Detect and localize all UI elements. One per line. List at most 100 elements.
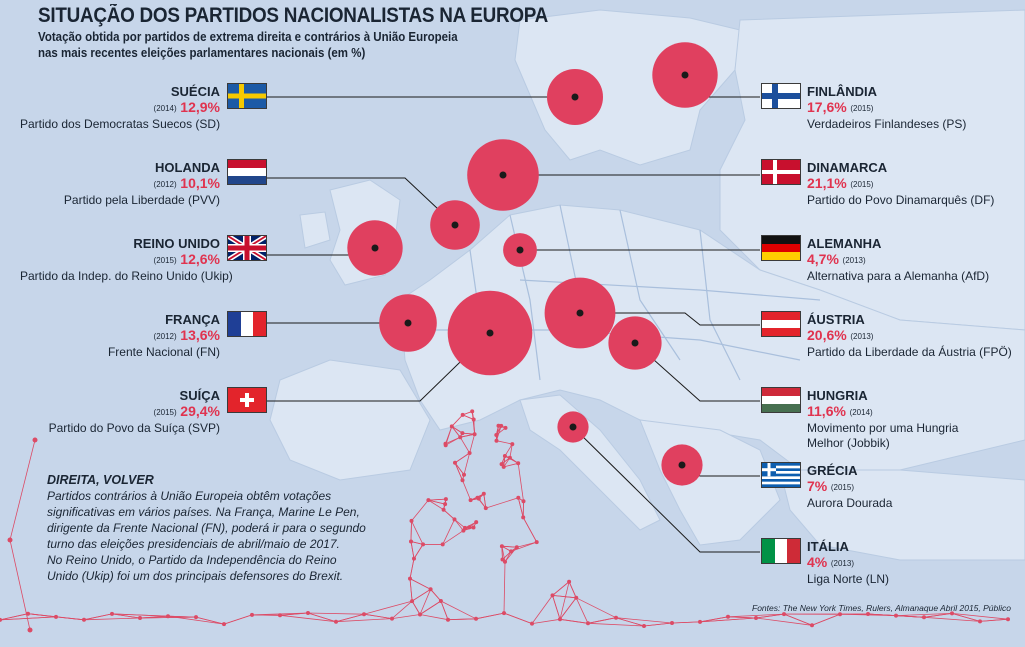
election-year: (2012) [153,332,177,341]
bubble-center-dot [569,423,577,431]
value-line: 4% (2013) [807,554,1022,572]
note-line: Partidos contrários à União Europeia obt… [47,489,332,503]
country-label-hungary: HUNGRIA 11,6% (2014) Movimento por uma Hun… [807,388,1022,451]
italy-flag-icon [761,538,801,564]
note-line: Unido (Ukip) foi um dos principais defen… [47,569,344,583]
country-name: FINLÂNDIA [807,84,878,99]
country-name: DINAMARCA [807,160,888,175]
election-year: (2013) [842,256,866,265]
election-year: (2014) [849,408,873,417]
country-label-austria: ÁUSTRIA 20,6% (2013) Partido da Liberdade … [807,312,1022,360]
vote-share: 11,6% [807,403,846,419]
country-name: HOLANDA [155,160,220,175]
country-name: FRANÇA [165,312,220,327]
value-line: (2015) 29,4% [20,403,220,421]
connector-line [580,312,760,326]
vote-share: 13,6% [180,327,220,343]
value-line: (2015) 12,6% [20,251,220,269]
value-line: 7% (2015) [807,478,1022,496]
bubble-center-dot [371,244,379,252]
country-name: HUNGRIA [807,388,868,403]
country-label-denmark: DINAMARCA 21,1% (2015) Partido do Povo Din… [807,160,1022,208]
value-line: (2014) 12,9% [20,99,220,117]
party-name: Partido da Indep. do Reino Unido (Ukip) [20,269,233,283]
country-name: GRÉCIA [807,463,858,478]
party-name: Liga Norte (LN) [807,572,890,586]
value-line: 20,6% (2013) [807,327,1022,345]
note-line: No Reino Unido, o Partido da Independênc… [47,553,337,567]
sweden-flag-icon [227,83,267,109]
sources: Fontes: The New York Times, Rulers, Alma… [752,603,1011,613]
bubble-center-dot [571,93,579,101]
vote-share: 7% [807,478,828,494]
network-decoration [0,409,1010,633]
election-year: (2015) [153,256,177,265]
election-year: (2013) [830,559,854,568]
party-name: Aurora Dourada [807,496,893,510]
country-label-uk: REINO UNIDO (2015) 12,6% Partido da Indep.… [20,236,233,284]
election-year: (2013) [850,332,874,341]
vote-share: 17,6% [807,99,847,115]
finland-flag-icon [761,83,801,109]
chart-subtitle: Votação obtida por partidos de extrema d… [38,29,458,61]
vote-share: 29,4% [180,403,220,419]
austria-flag-icon [761,311,801,337]
party-name: Partido dos Democratas Suecos (SD) [20,117,221,131]
party-name: Partido do Povo da Suíça (SVP) [48,421,220,435]
country-name: REINO UNIDO [133,236,220,251]
party-name: Alternativa para a Alemanha (AfD) [807,269,990,283]
vote-share: 4% [807,554,828,570]
election-year: (2014) [153,104,177,113]
value-line: (2012) 13,6% [20,327,220,345]
chart-title: SITUAÇÃO DOS PARTIDOS NACIONALISTAS NA E… [38,4,549,27]
vote-share: 10,1% [180,175,220,191]
value-line: (2012) 10,1% [20,175,220,193]
france-flag-icon [227,311,267,337]
party-name: Partido pela Liberdade (PVV) [63,193,220,207]
country-name: SUÍÇA [179,388,220,403]
country-name: SUÉCIA [170,84,220,99]
value-line: 11,6% (2014) [807,403,1022,421]
party-name-line: Movimento por uma Hungria [807,421,959,435]
greece-flag-icon [761,462,801,488]
party-name: Movimento por uma Hungria Melhor (Jobbik) [807,421,1022,451]
election-year: (2015) [830,483,854,492]
bubble-center-dot [451,221,459,229]
vote-share: 21,1% [807,175,847,191]
vote-share: 20,6% [807,327,847,343]
country-label-greece: GRÉCIA 7% (2015) Aurora Dourada [807,463,1022,511]
country-label-sweden: SUÉCIA (2014) 12,9% Partido dos Democratas… [20,84,220,132]
country-name: ÁUSTRIA [807,312,865,327]
note-line: significativas em vários países. Na Fran… [47,505,360,519]
party-name: Verdadeiros Finlandeses (PS) [807,117,967,131]
country-label-italy: ITÁLIA 4% (2013) Liga Norte (LN) [807,539,1022,587]
bubble-center-dot [576,309,584,317]
election-year: (2015) [850,180,874,189]
election-year: (2015) [153,408,177,417]
subtitle-line: Votação obtida por partidos de extrema d… [38,30,458,44]
bubble-center-dot [499,171,507,179]
value-line: 4,7% (2013) [807,251,1022,269]
country-label-germany: ALEMANHA 4,7% (2013) Alternativa para a Al… [807,236,1022,284]
country-label-finland: FINLÂNDIA 17,6% (2015) Verdadeiros Finland… [807,84,1022,132]
bubble-center-dot [681,71,689,79]
country-name: ITÁLIA [807,539,849,554]
party-name-line: Melhor (Jobbik) [807,436,890,450]
uk-flag-icon [227,235,267,261]
denmark-flag-icon [761,159,801,185]
country-label-netherlands: HOLANDA (2012) 10,1% Partido pela Liberdad… [20,160,220,208]
connector-line [572,426,760,553]
value-line: 17,6% (2015) [807,99,1022,117]
party-name: Partido do Povo Dinamarquês (DF) [807,193,995,207]
bubble-center-dot [631,339,639,347]
election-year: (2015) [850,104,874,113]
hungary-flag-icon [761,387,801,413]
note-body: Partidos contrários à União Europeia obt… [47,488,367,584]
bubble-center-dot [516,246,524,254]
country-label-switzerland: SUÍÇA (2015) 29,4% Partido do Povo da Suíç… [20,388,220,436]
bubble-center-dot [678,461,686,469]
germany-flag-icon [761,235,801,261]
party-name: Partido da Liberdade da Áustria (FPÖ) [807,345,1012,359]
connector-line [634,342,760,402]
